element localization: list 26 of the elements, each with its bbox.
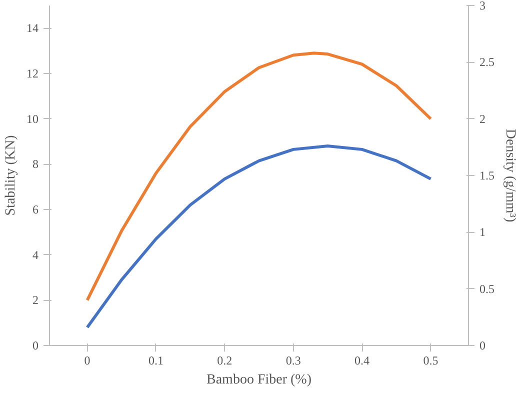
y-tick-label: 2	[32, 293, 38, 308]
y-tick-label: 8	[32, 157, 38, 172]
line-series	[86, 52, 432, 302]
x-tick-label: 0.1	[148, 354, 164, 368]
y-tick-label: 10	[26, 112, 38, 126]
x-axis-title: Bamboo Fiber (%)	[206, 372, 312, 388]
y-tick-label: 14	[26, 21, 38, 36]
y-tick-label: 12	[26, 66, 38, 80]
y2-tick-label: 3	[480, 0, 486, 12]
y2-tick-label: 2	[480, 112, 486, 126]
y2-tick-label: 0	[480, 338, 486, 352]
line-series	[86, 144, 432, 329]
y-tick-label: 6	[32, 202, 38, 216]
y-tick-label: 0	[32, 338, 38, 352]
x-tick-label: 0.4	[354, 354, 370, 368]
y-axis-title: Stability (KN)	[4, 134, 18, 216]
x-tick-label: 0.5	[423, 354, 438, 368]
y2-tick-label: 1	[480, 225, 486, 240]
x-tick-label: 0	[84, 354, 90, 368]
y2-tick-label: 0.5	[480, 282, 494, 296]
y2-axis-title: Density (g/mm³)	[502, 128, 518, 222]
x-tick-label: 0.3	[286, 354, 301, 368]
y-tick-label: 4	[32, 248, 38, 262]
y2-tick-label: 1.5	[480, 168, 494, 182]
x-tick-label: 0.2	[217, 354, 232, 368]
y2-tick-label: 2.5	[480, 55, 494, 70]
